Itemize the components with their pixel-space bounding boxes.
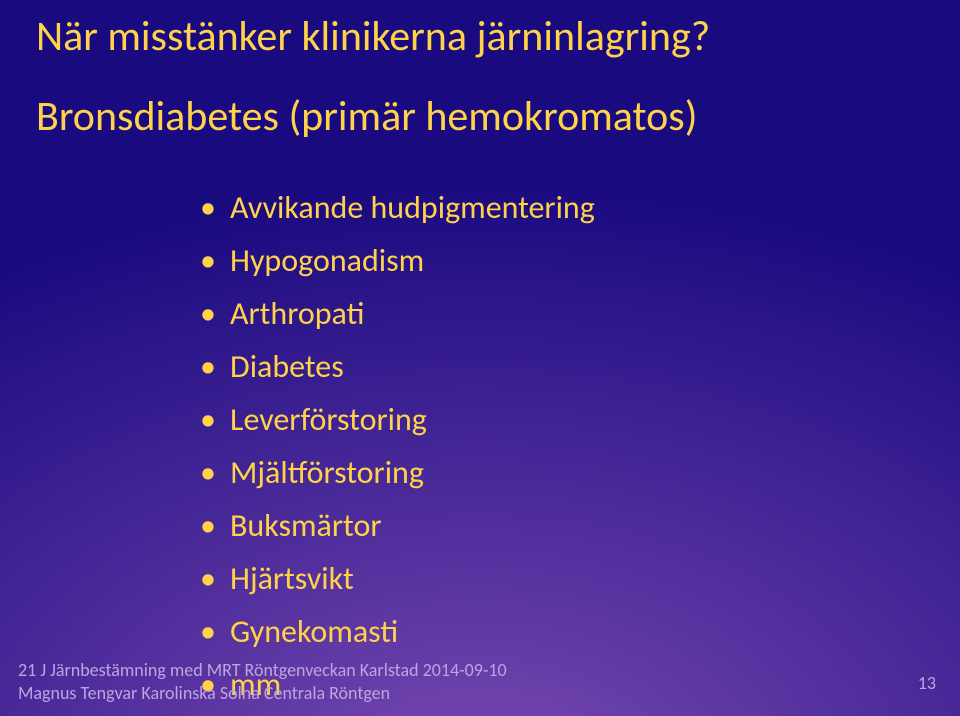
footer-line-2: Magnus Tengvar Karolinska Solna Centrala…	[18, 682, 507, 705]
footer: 21 J Järnbestämning med MRT Röntgenvecka…	[18, 659, 507, 704]
slide: När misstänker klinikerna järninlagring?…	[0, 0, 960, 716]
bullet-list: Avvikande hudpigmentering Hypogonadism A…	[200, 188, 595, 716]
list-item: Mjältförstoring	[200, 453, 595, 492]
list-item: Gynekomasti	[200, 612, 595, 651]
list-item: Leverförstoring	[200, 400, 595, 439]
list-item: Hypogonadism	[200, 241, 595, 280]
list-item: Arthropati	[200, 294, 595, 333]
list-item: Hjärtsvikt	[200, 559, 595, 598]
list-item: Diabetes	[200, 347, 595, 386]
slide-subtitle: Bronsdiabetes (primär hemokromatos)	[36, 94, 697, 140]
list-item: Buksmärtor	[200, 506, 595, 545]
slide-title: När misstänker klinikerna järninlagring?	[36, 14, 710, 60]
list-item: Avvikande hudpigmentering	[200, 188, 595, 227]
page-number: 13	[918, 672, 936, 694]
footer-line-1: 21 J Järnbestämning med MRT Röntgenvecka…	[18, 659, 507, 682]
